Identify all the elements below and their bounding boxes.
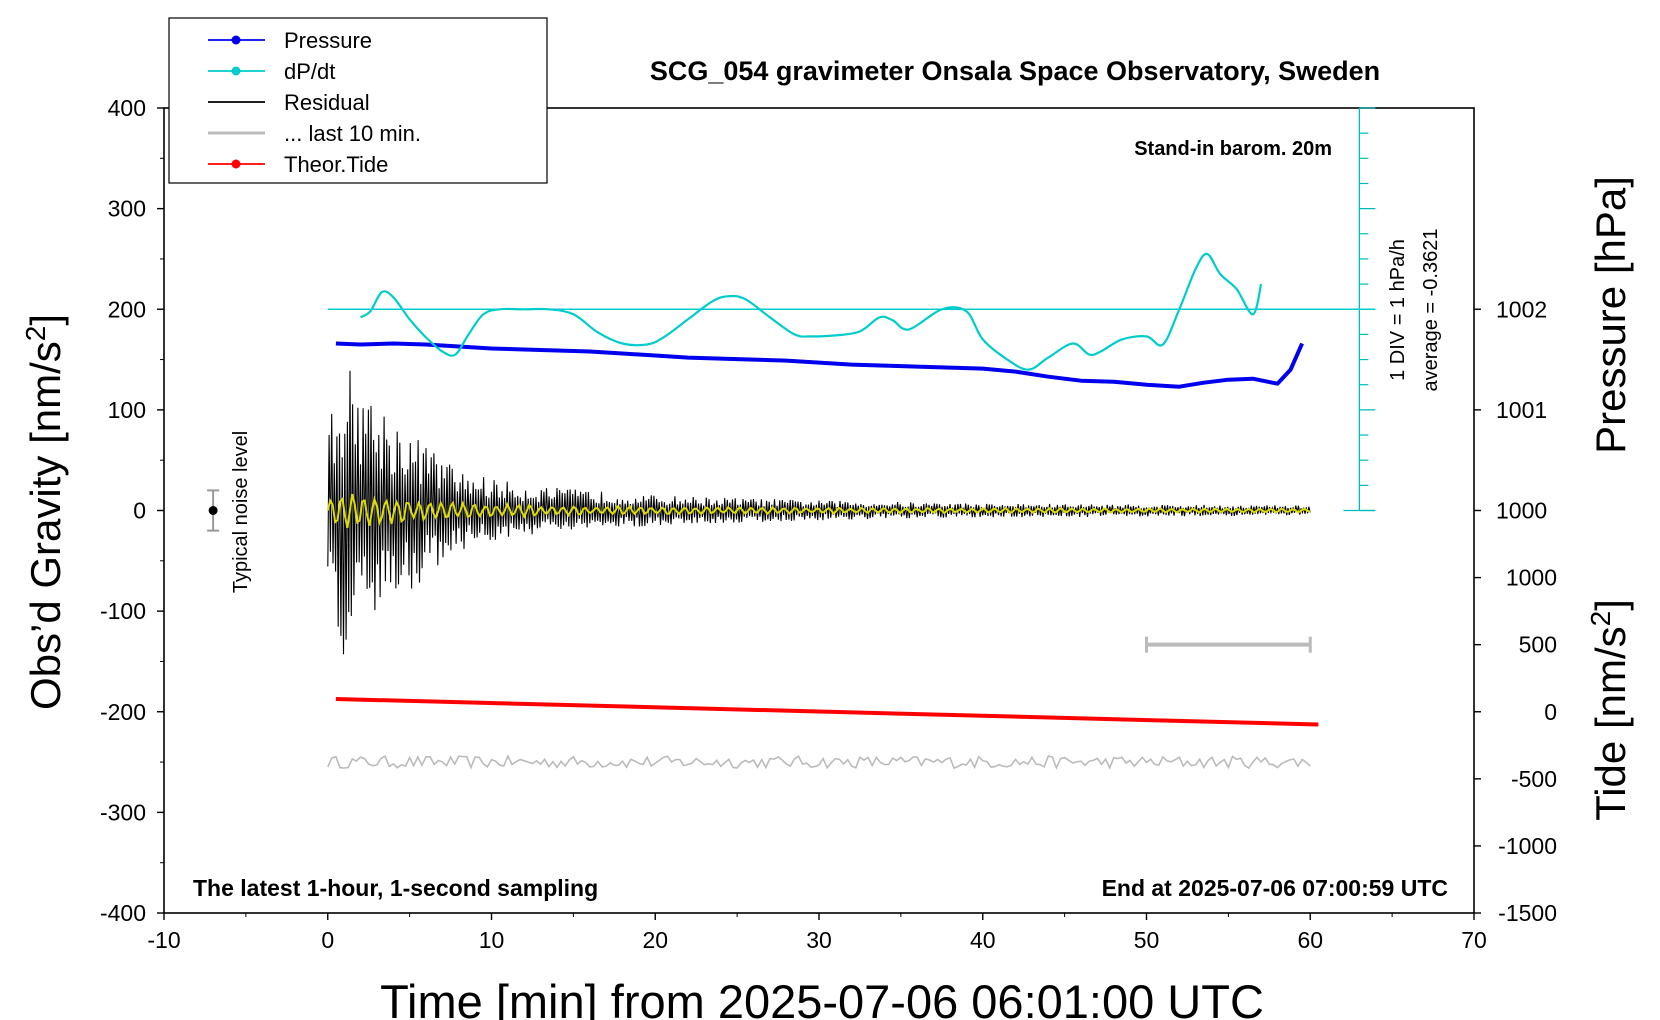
series-residual-smoothed-line	[326, 493, 1311, 529]
y-tick-label: 300	[108, 196, 146, 222]
y-tick-label: 400	[108, 95, 146, 121]
legend-label: Theor.Tide	[284, 152, 388, 177]
tide-tick-label: -1000	[1498, 833, 1557, 859]
footer-right-label: End at 2025-07-06 07:00:59 UTC	[1102, 875, 1448, 901]
x-tick-label: 50	[1134, 927, 1160, 953]
legend-label: Residual	[284, 90, 370, 115]
series-theor-tide-line	[335, 697, 1319, 727]
footer-left-label: The latest 1-hour, 1-second sampling	[193, 875, 598, 901]
x-tick-label: 60	[1297, 927, 1323, 953]
y-axis-title-tide: Tide [nm/s2]	[1585, 599, 1635, 821]
x-tick-label: 20	[642, 927, 668, 953]
tide-tick-label: 0	[1544, 699, 1557, 725]
noise-level-label: Typical noise level	[230, 431, 252, 593]
tide-tick-label: -1500	[1498, 900, 1557, 926]
legend-label: dP/dt	[284, 59, 335, 84]
y-tick-label: 100	[108, 397, 146, 423]
div-label: 1 DIV = 1 hPa/h	[1387, 239, 1409, 381]
y-tick-label: -100	[100, 598, 146, 624]
legend-label: Pressure	[284, 28, 372, 53]
series-last-10-min-line	[327, 754, 1311, 770]
x-tick-label: 10	[479, 927, 505, 953]
x-tick-label: -10	[147, 927, 180, 953]
y-tick-label: -200	[100, 699, 146, 725]
noise-bar-dot	[208, 506, 218, 515]
x-axis-title: Time [min] from 2025-07-06 06:01:00 UTC	[380, 975, 1264, 1020]
x-tick-label: 40	[970, 927, 996, 953]
series-dp-dt-line	[359, 252, 1263, 371]
pressure-tick-label: 1000	[1496, 498, 1547, 524]
legend-marker	[231, 159, 241, 169]
axes-group: -10 0 10 20 30 40 50 60 70-400-300-200-100010020…	[100, 95, 1557, 953]
pressure-tick-label: 1002	[1496, 296, 1547, 322]
x-tick-label: 0	[321, 927, 334, 953]
pressure-tick-label: 1001	[1496, 397, 1547, 423]
y-tick-label: -300	[100, 799, 146, 825]
legend-box	[168, 17, 548, 184]
tide-tick-label: 1000	[1506, 565, 1557, 591]
series-pressure-line	[335, 341, 1304, 389]
series-group	[207, 252, 1376, 770]
tide-tick-label: 500	[1519, 632, 1557, 658]
chart-title: SCG_054 gravimeter Onsala Space Observat…	[650, 56, 1380, 86]
x-tick-label: 70	[1461, 927, 1487, 953]
stand-in-label: Stand-in barom. 20m	[1134, 138, 1332, 160]
legend: Pressure dP/dt Residual ... last 10 min. The…	[168, 17, 548, 184]
legend-marker	[231, 66, 241, 76]
legend-marker	[231, 35, 241, 45]
y-tick-label: 0	[133, 498, 146, 524]
y-tick-label: 200	[108, 296, 146, 322]
y-tick-label: -400	[100, 900, 146, 926]
legend-label: ... last 10 min.	[284, 121, 421, 146]
y-axis-title-left: Obs’d Gravity [nm/s2]	[20, 314, 70, 710]
x-tick-label: 30	[806, 927, 832, 953]
series-residual-line	[327, 370, 1311, 655]
y-axis-title-pressure: Pressure [hPa]	[1587, 176, 1634, 454]
tide-tick-label: -500	[1511, 766, 1557, 792]
average-label: average = -0.3621	[1420, 229, 1442, 392]
